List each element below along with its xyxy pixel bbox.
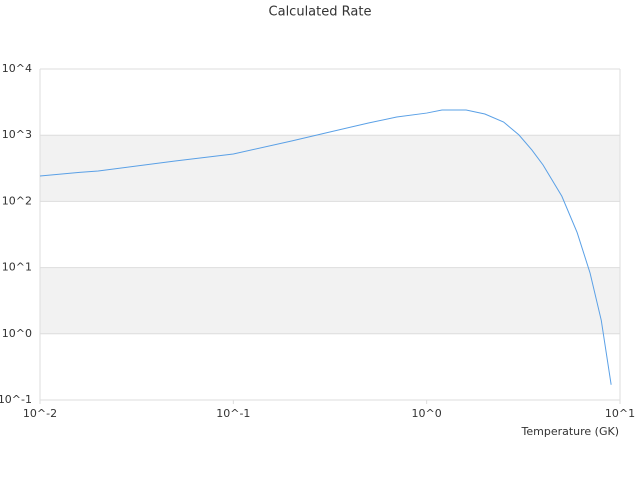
x-axis-label: Temperature (GK) [521, 425, 620, 438]
y-tick-label: 10^-1 [0, 393, 32, 406]
grid-band [40, 267, 620, 334]
series-line [39, 109, 612, 385]
chart-title: Calculated Rate [269, 5, 372, 20]
y-tick-label: 10^0 [2, 327, 32, 340]
x-tick-label: 10^-1 [216, 407, 250, 420]
y-tick-label: 10^1 [2, 261, 32, 274]
grid-band [40, 135, 620, 202]
y-tick-label: 10^2 [2, 194, 32, 207]
x-tick-label: 10^-2 [23, 407, 57, 420]
x-tick-label: 10^1 [605, 407, 635, 420]
x-tick-label: 10^0 [412, 407, 442, 420]
y-tick-label: 10^3 [2, 128, 32, 141]
y-tick-label: 10^4 [2, 62, 32, 75]
